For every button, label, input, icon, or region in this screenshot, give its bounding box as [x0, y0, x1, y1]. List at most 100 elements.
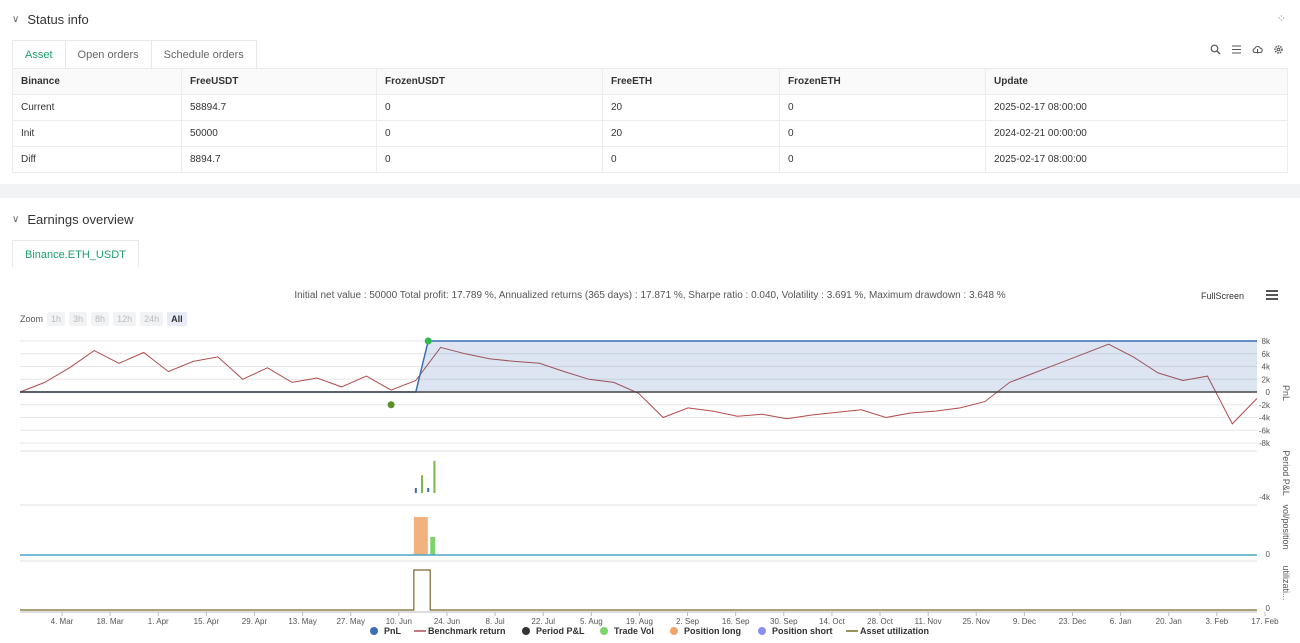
x-tick-label: 23. Dec: [1059, 617, 1087, 626]
trade-vol-bar: [430, 537, 436, 555]
x-tick-label: 1. Apr: [148, 617, 169, 626]
y-axis-label: PnL: [1281, 385, 1291, 401]
tab-eth-usdt[interactable]: Binance.ETH_USDT: [12, 240, 139, 268]
tab-schedule-orders[interactable]: Schedule orders: [150, 40, 257, 68]
col-update: Update: [985, 68, 1288, 95]
period-pnl-bar: [414, 488, 417, 493]
status-header[interactable]: ∨ Status info: [12, 12, 89, 27]
vol-position-pane: [20, 517, 1257, 556]
zoom-label: Zoom: [20, 314, 44, 324]
period-pnl-bar: [427, 488, 430, 492]
legend-label: Position long: [684, 626, 741, 636]
row-label: Diff: [12, 146, 182, 173]
trade-vol-bar: [433, 460, 436, 493]
x-tick-label: 10. Jun: [386, 617, 412, 626]
y-tick-label: -4k: [1259, 414, 1271, 423]
earnings-header[interactable]: ∨ Earnings overview: [12, 212, 134, 227]
pnl-pane: [19, 337, 1258, 425]
x-tick-label: 28. Oct: [867, 617, 894, 626]
x-tick-label: 17. Feb: [1251, 617, 1279, 626]
table-row: Diff 8894.7 0 0 0 2025-02-17 08:00:00: [12, 146, 1288, 173]
section-title: Status info: [27, 12, 89, 27]
x-tick-label: 22. Jul: [531, 617, 555, 626]
utilization-line: [20, 569, 1257, 611]
x-tick-label: 4. Mar: [51, 617, 74, 626]
chevron-down-icon[interactable]: ∨: [12, 14, 20, 25]
zoom-3h[interactable]: 3h: [69, 312, 88, 326]
cell-frozen-usdt: 0: [376, 120, 603, 147]
chevron-down-icon[interactable]: ∨: [12, 214, 20, 225]
cell-free-eth: 20: [602, 120, 780, 147]
cell-update: 2025-02-17 08:00:00: [985, 146, 1288, 173]
row-label: Current: [12, 94, 182, 121]
cell-free-usdt: 8894.7: [181, 146, 377, 173]
y-tick-label: 6k: [1262, 350, 1271, 359]
sell-marker: [387, 401, 395, 409]
cell-free-usdt: 50000: [181, 120, 377, 147]
tab-open-orders[interactable]: Open orders: [64, 40, 152, 68]
buy-marker: [424, 337, 432, 345]
legend-label: Asset utilization: [860, 626, 929, 636]
x-tick-label: 16. Sep: [722, 617, 750, 626]
table-header-row: Binance FreeUSDT FrozenUSDT FreeETH Froz…: [12, 68, 1288, 95]
status-tabs: Asset Open orders Schedule orders: [12, 40, 257, 68]
period-pnl-pane: [414, 460, 436, 493]
table-tools: [1210, 44, 1284, 55]
chart-legend: PnL Benchmark return Period P&L Trade Vol Po…: [370, 626, 929, 636]
x-tick-label: 11. Nov: [915, 617, 942, 626]
col-frozen-usdt: FrozenUSDT: [376, 68, 603, 95]
tab-asset[interactable]: Asset: [12, 40, 66, 68]
x-tick-label: 6. Jan: [1110, 617, 1132, 626]
x-tick-label: 5. Aug: [580, 617, 603, 626]
table-row: Current 58894.7 0 20 0 2025-02-17 08:00:…: [12, 94, 1288, 121]
y-tick-label: 8k: [1262, 337, 1271, 346]
collapse-icon[interactable]: ⁘: [1276, 13, 1286, 25]
x-tick-label: 13. May: [288, 617, 316, 626]
trade-vol-bar: [421, 475, 424, 493]
chart-menu-icon[interactable]: [1266, 290, 1278, 300]
y-tick-label: 0: [1266, 550, 1271, 559]
y-tick-label: -6k: [1259, 426, 1271, 435]
cell-update: 2025-02-17 08:00:00: [985, 94, 1288, 121]
cell-frozen-usdt: 0: [376, 146, 603, 173]
performance-summary: Initial net value : 50000 Total profit: …: [294, 290, 1006, 301]
x-tick-label: 20. Jan: [1156, 617, 1182, 626]
earnings-panel: ∨ Earnings overview Binance.ETH_USDT Ini…: [0, 198, 1300, 643]
cloud-icon[interactable]: [1252, 44, 1263, 55]
cell-frozen-eth: 0: [779, 120, 986, 147]
y-tick-label: -4k: [1259, 493, 1271, 502]
earnings-chart[interactable]: 8k 6k 4k 2k 0 -2k -4k -6k -8k PnL -4k Period P&L 0 vo…: [0, 333, 1300, 643]
x-tick-label: 15. Apr: [194, 617, 220, 626]
gear-icon[interactable]: [1273, 44, 1284, 55]
list-icon[interactable]: [1231, 44, 1242, 55]
cell-frozen-eth: 0: [779, 146, 986, 173]
col-free-eth: FreeETH: [602, 68, 780, 95]
y-tick-label: 2k: [1262, 375, 1271, 384]
x-tick-label: 18. Mar: [97, 617, 124, 626]
x-tick-label: 24. Jun: [434, 617, 460, 626]
col-binance: Binance: [12, 68, 182, 95]
fullscreen-button[interactable]: FullScreen: [1200, 291, 1244, 301]
zoom-8h[interactable]: 8h: [91, 312, 110, 326]
benchmark-line: [19, 343, 1258, 425]
y-tick-label: -2k: [1259, 401, 1271, 410]
cell-free-eth: 20: [602, 94, 780, 121]
zoom-12h[interactable]: 12h: [113, 312, 137, 326]
status-panel: ∨ Status info ⁘ Asset Open orders Schedu…: [0, 0, 1300, 184]
cell-free-eth: 0: [602, 146, 780, 173]
legend-label: Trade Vol: [614, 626, 654, 636]
section-title: Earnings overview: [27, 212, 134, 227]
cell-frozen-usdt: 0: [376, 94, 603, 121]
position-long-bar: [413, 517, 428, 555]
legend-label: Period P&L: [536, 626, 585, 636]
zoom-all[interactable]: All: [167, 312, 187, 326]
x-tick-label: 27. May: [336, 617, 364, 626]
x-tick-label: 8. Jul: [486, 617, 505, 626]
x-tick-label: 3. Feb: [1206, 617, 1229, 626]
col-frozen-eth: FrozenETH: [779, 68, 986, 95]
pnl-line: [20, 340, 1257, 393]
search-icon[interactable]: [1210, 44, 1221, 55]
zoom-24h[interactable]: 24h: [140, 312, 164, 326]
zoom-1h[interactable]: 1h: [47, 312, 66, 326]
legend-swatch: [370, 627, 378, 635]
